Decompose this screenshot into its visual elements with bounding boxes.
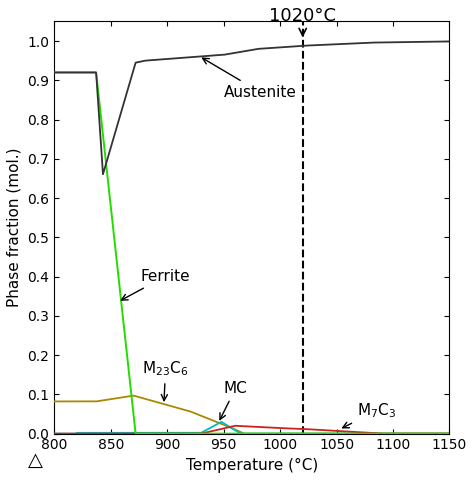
Text: $\mathrm{M_7C_3}$: $\mathrm{M_7C_3}$	[343, 401, 396, 428]
Text: Ferrite: Ferrite	[121, 269, 190, 300]
Text: $\mathrm{M_{23}C_6}$: $\mathrm{M_{23}C_6}$	[142, 360, 189, 401]
Y-axis label: Phase fraction (mol.): Phase fraction (mol.)	[7, 148, 22, 307]
Text: Austenite: Austenite	[202, 58, 297, 99]
Text: MC: MC	[220, 381, 247, 420]
Text: △: △	[28, 451, 43, 470]
X-axis label: Temperature (°C): Temperature (°C)	[186, 458, 318, 473]
Text: 1020°C: 1020°C	[269, 7, 336, 36]
